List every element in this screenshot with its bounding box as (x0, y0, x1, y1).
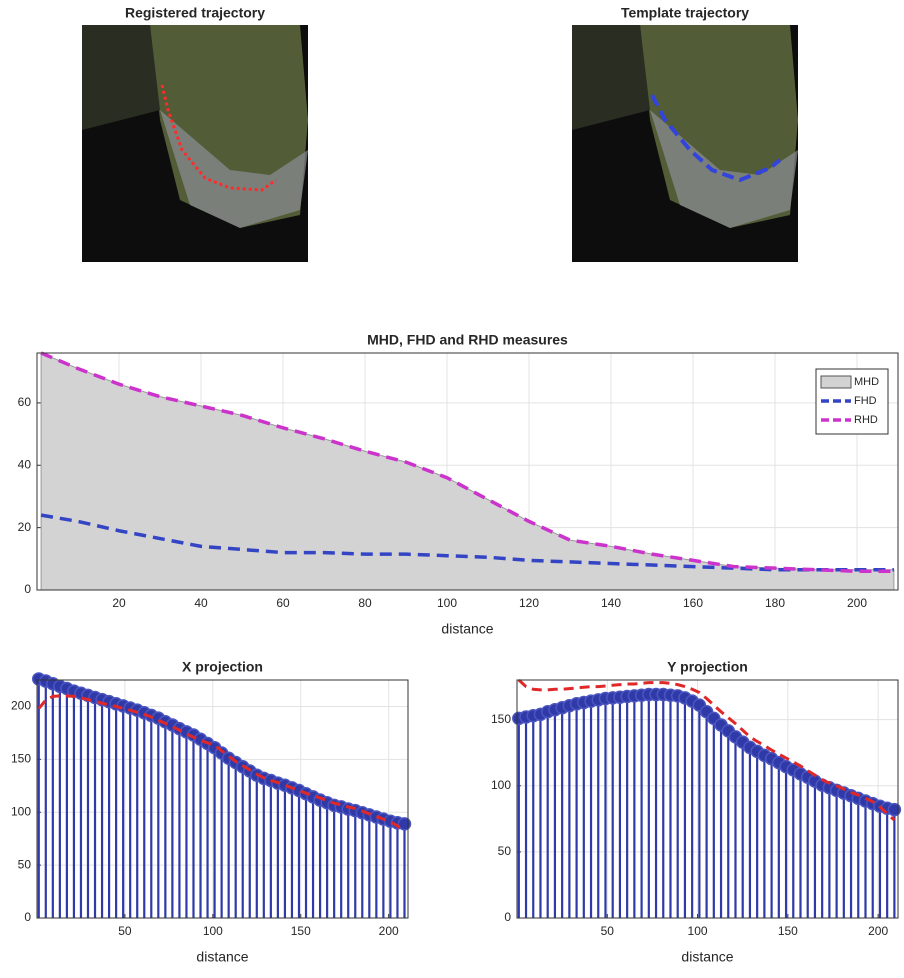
legend-label: MHD (854, 376, 879, 388)
x-tick-label: 150 (778, 924, 798, 938)
y-tick-label: 40 (18, 457, 32, 471)
stem-marker (887, 802, 902, 817)
x-tick-label: 120 (519, 596, 539, 610)
x-axis-label: distance (196, 949, 248, 965)
image-template (572, 25, 798, 262)
x-tick-label: 150 (291, 924, 311, 938)
image-title: Template trajectory (621, 5, 749, 21)
x-axis-label: distance (681, 949, 733, 965)
x-tick-label: 50 (118, 924, 132, 938)
x-tick-label: 200 (847, 596, 867, 610)
axes-frame (516, 679, 899, 919)
x-tick-label: 140 (601, 596, 621, 610)
legend-label: RHD (854, 414, 878, 426)
image-registered (82, 25, 308, 262)
y-tick-label: 100 (11, 804, 31, 818)
x-tick-label: 180 (765, 596, 785, 610)
legend-swatch (820, 375, 852, 389)
y-tick-label: 0 (24, 582, 31, 596)
y-tick-label: 0 (504, 910, 511, 924)
x-tick-label: 200 (379, 924, 399, 938)
stem-marker (397, 817, 412, 831)
x-tick-label: 40 (194, 596, 208, 610)
x-tick-label: 50 (601, 924, 615, 938)
x-tick-label: 200 (868, 924, 888, 938)
axes-frame (36, 679, 409, 919)
x-tick-label: 60 (276, 596, 290, 610)
y-tick-label: 200 (11, 699, 31, 713)
line (40, 513, 894, 572)
x-tick-label: 160 (683, 596, 703, 610)
line (40, 351, 894, 574)
image-title: Registered trajectory (125, 5, 265, 21)
x-tick-label: 100 (437, 596, 457, 610)
y-tick-label: 0 (24, 910, 31, 924)
y-tick-label: 50 (498, 844, 512, 858)
x-tick-label: 100 (688, 924, 708, 938)
line (37, 694, 406, 833)
legend-label: FHD (854, 395, 877, 407)
y-tick-label: 100 (491, 778, 511, 792)
chart-title: MHD, FHD and RHD measures (367, 332, 568, 348)
line (517, 678, 896, 822)
y-tick-label: 60 (18, 395, 32, 409)
y-tick-label: 20 (18, 520, 32, 534)
x-tick-label: 20 (112, 596, 126, 610)
legend: MHD FHD RHD (815, 368, 889, 435)
y-tick-label: 50 (18, 857, 32, 871)
chart-title: X projection (182, 659, 263, 675)
y-tick-label: 150 (11, 752, 31, 766)
axes-frame (36, 352, 899, 591)
x-tick-label: 100 (203, 924, 223, 938)
chart-title: Y projection (667, 659, 748, 675)
x-tick-label: 80 (358, 596, 372, 610)
y-tick-label: 150 (491, 712, 511, 726)
x-axis-label: distance (441, 621, 493, 637)
